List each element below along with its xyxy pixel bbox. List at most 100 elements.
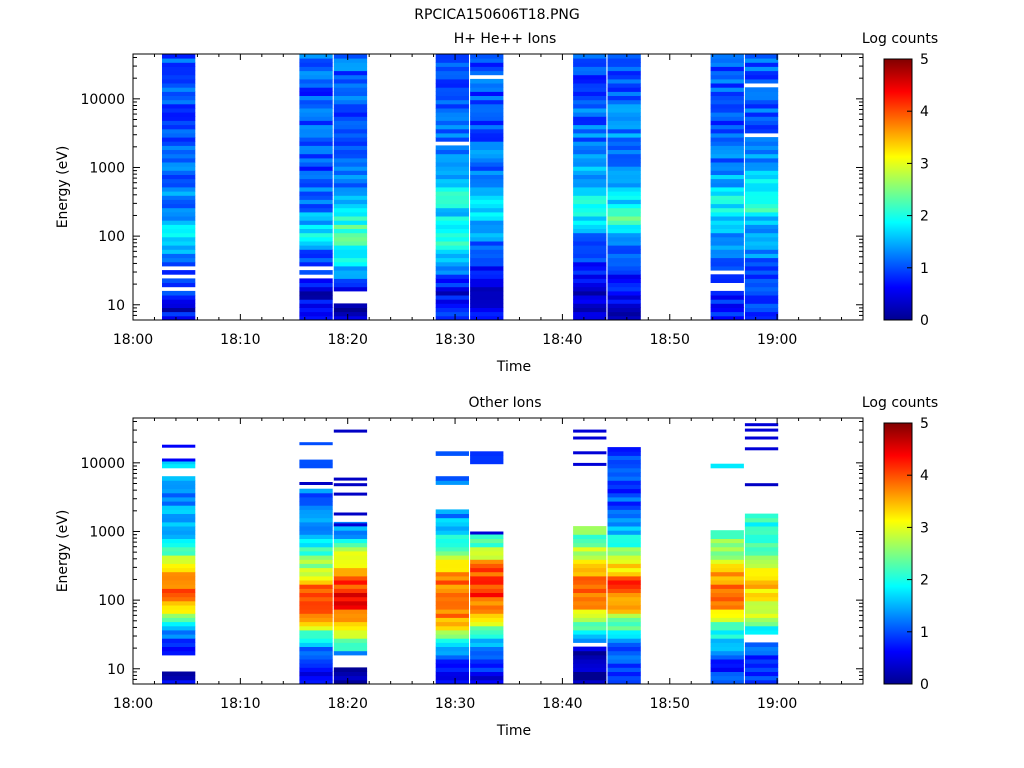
spectrogram-cell: [607, 592, 641, 598]
spectrogram-cell: [607, 650, 641, 656]
spectrogram-cell: [470, 675, 504, 681]
spectrogram-cell: [299, 195, 333, 200]
spectrogram-cell: [710, 563, 744, 569]
spectrogram-cell: [333, 592, 368, 598]
spectrogram-cell: [435, 521, 469, 527]
spectrogram-cell: [744, 563, 779, 569]
spectrogram-cell: [744, 605, 779, 610]
spectrogram-cell: [607, 133, 641, 138]
spectrogram-cell: [607, 455, 641, 460]
spectrogram-cell: [299, 667, 333, 672]
spectrogram-cell: [470, 563, 504, 569]
spectrogram-cell: [607, 584, 641, 589]
spectrogram-cell: [573, 638, 607, 643]
spectrogram-cell: [744, 654, 779, 660]
spectrogram-cell: [744, 199, 779, 205]
spectrogram-cell: [435, 513, 469, 519]
spectrogram-cell: [162, 91, 196, 96]
spectrogram-cell: [573, 613, 607, 618]
spectrogram-cell: [607, 295, 641, 300]
spectrogram-cell: [299, 567, 333, 573]
spectrogram-cell: [162, 505, 196, 510]
spectrogram-cell: [573, 203, 607, 209]
spectrogram-cell: [470, 282, 504, 288]
spectrogram-cell: [710, 538, 744, 544]
spectrogram-cell: [573, 95, 607, 101]
colorbar-tick-label: 2: [920, 209, 929, 225]
spectrogram-cell: [333, 286, 368, 292]
spectrogram-cell: [435, 116, 469, 121]
spectrogram-cell: [333, 174, 368, 180]
spectrogram-cell: [470, 211, 504, 217]
spectrogram-cell: [710, 224, 744, 229]
spectrogram-cell: [607, 207, 641, 213]
spectrogram-cell: [710, 592, 744, 598]
spectrogram-cell: [299, 630, 333, 635]
spectrogram-cell: [162, 78, 196, 84]
spectrogram-cell: [435, 216, 469, 221]
spectrogram-cell: [333, 526, 368, 531]
spectrogram-cell: [573, 630, 607, 635]
spectrogram-cell: [607, 315, 641, 321]
spectrogram-cell: [607, 270, 641, 275]
spectrogram-cell: [744, 74, 779, 80]
spectrogram-cell: [710, 157, 744, 163]
spectrogram-cell: [299, 103, 333, 109]
spectrogram-cell: [607, 203, 641, 209]
spectrogram-cell: [470, 124, 504, 130]
spectrogram-cell: [744, 530, 779, 535]
spectrogram-cell: [333, 91, 368, 96]
colorbar-tick-label: 5: [920, 52, 929, 68]
spectrogram-cell: [435, 559, 469, 564]
spectrogram-cell: [573, 249, 607, 254]
spectrogram-cell: [333, 542, 368, 548]
x-tick-label: 18:30: [435, 332, 475, 348]
spectrogram-cell: [470, 232, 504, 238]
spectrogram-cell: [607, 91, 641, 96]
spectrogram-cell: [470, 128, 504, 134]
spectrogram-cell: [470, 253, 504, 259]
spectrogram-cell: [710, 679, 744, 685]
spectrogram-cell: [435, 451, 469, 456]
spectrogram-cell: [573, 303, 607, 308]
x-tick-label: 18:00: [113, 696, 153, 712]
spectrogram-cell: [744, 596, 779, 602]
spectrogram-cell: [710, 542, 744, 548]
spectrogram-cell: [470, 584, 504, 589]
spectrogram-cell: [299, 642, 333, 647]
spectrogram-cell: [607, 667, 641, 672]
spectrogram-cell: [299, 534, 333, 539]
colorbar-tick-label: 3: [920, 156, 929, 172]
spectrogram-cell: [162, 459, 196, 465]
spectrogram-cell: [299, 295, 333, 300]
spectrogram-cell: [573, 232, 607, 238]
spectrogram-cell: [744, 315, 779, 321]
spectrogram-cell: [607, 211, 641, 217]
spectrogram-cell: [607, 467, 641, 473]
spectrogram-cell: [162, 679, 196, 685]
spectrogram-cell: [162, 74, 196, 80]
spectrogram-cell: [744, 149, 779, 155]
spectrogram-line: [333, 429, 368, 433]
spectrogram-cell: [333, 311, 368, 317]
spectrogram-cell: [299, 488, 333, 494]
spectrogram-cell: [744, 542, 779, 548]
spectrogram-cell: [162, 95, 196, 101]
spectrogram-cell: [710, 534, 744, 539]
spectrogram-cell: [162, 555, 196, 560]
spectrogram-cell: [162, 563, 196, 569]
spectrogram-cell: [299, 203, 333, 209]
spectrogram-cell: [573, 659, 607, 664]
spectrogram-cell: [710, 187, 744, 192]
spectrogram-cell: [299, 216, 333, 221]
spectrogram-line: [573, 451, 607, 455]
spectrogram-cell: [162, 605, 196, 610]
spectrogram-cell: [435, 207, 469, 213]
spectrogram-cell: [607, 303, 641, 308]
spectrogram-cell: [162, 216, 196, 221]
spectrogram-cell: [333, 307, 368, 313]
spectrogram-cell: [710, 162, 744, 167]
spectrogram-cell: [573, 245, 607, 250]
spectrogram-cell: [470, 542, 504, 548]
spectrogram-cell: [162, 497, 196, 502]
